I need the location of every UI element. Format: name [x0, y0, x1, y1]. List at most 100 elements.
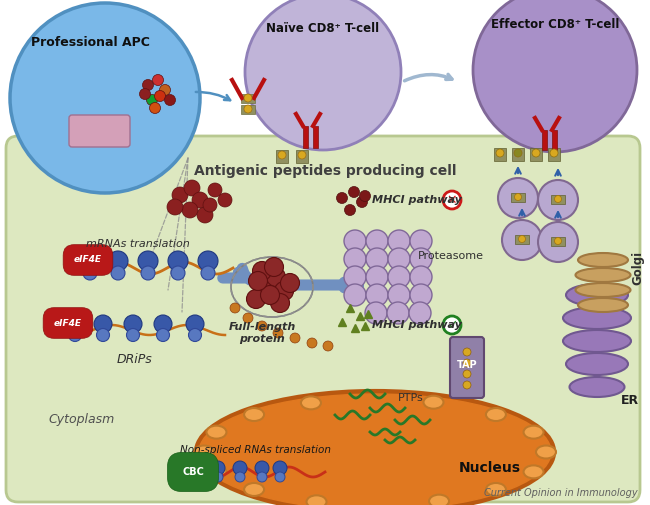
Circle shape	[387, 302, 409, 324]
Ellipse shape	[578, 253, 628, 267]
FancyBboxPatch shape	[69, 115, 130, 147]
Circle shape	[463, 370, 471, 378]
Circle shape	[94, 315, 112, 333]
Text: TAP: TAP	[457, 360, 477, 370]
Circle shape	[244, 94, 252, 102]
Circle shape	[188, 328, 202, 341]
Circle shape	[141, 266, 155, 280]
Ellipse shape	[199, 394, 551, 505]
Text: MHCI pathway: MHCI pathway	[372, 195, 462, 205]
FancyBboxPatch shape	[450, 337, 484, 398]
Bar	[548, 148, 560, 161]
Circle shape	[80, 251, 100, 271]
FancyBboxPatch shape	[6, 136, 640, 502]
Circle shape	[108, 251, 128, 271]
Text: DRiPs: DRiPs	[117, 353, 153, 366]
Circle shape	[388, 248, 410, 270]
Bar	[542, 130, 547, 150]
Circle shape	[208, 183, 222, 197]
Circle shape	[243, 313, 253, 323]
Circle shape	[538, 222, 578, 262]
Ellipse shape	[424, 396, 443, 409]
Ellipse shape	[194, 445, 214, 459]
Text: PTPs: PTPs	[398, 393, 424, 403]
Ellipse shape	[575, 268, 630, 282]
Circle shape	[410, 230, 432, 252]
Circle shape	[182, 202, 198, 218]
Circle shape	[230, 303, 240, 313]
Circle shape	[388, 230, 410, 252]
Circle shape	[290, 333, 300, 343]
Circle shape	[211, 461, 225, 475]
Circle shape	[554, 237, 562, 244]
Circle shape	[257, 321, 267, 331]
Ellipse shape	[486, 408, 506, 421]
Text: CBC: CBC	[182, 467, 204, 477]
Circle shape	[153, 75, 164, 85]
Circle shape	[201, 266, 215, 280]
Circle shape	[275, 472, 285, 482]
Circle shape	[252, 262, 272, 280]
Circle shape	[281, 274, 300, 292]
Circle shape	[323, 341, 333, 351]
Circle shape	[515, 193, 521, 200]
Circle shape	[172, 187, 188, 203]
Circle shape	[365, 302, 387, 324]
Circle shape	[443, 191, 461, 209]
Circle shape	[261, 285, 280, 305]
Circle shape	[252, 276, 272, 294]
Ellipse shape	[566, 353, 628, 375]
Bar	[552, 130, 557, 150]
Text: ✓: ✓	[447, 319, 457, 332]
Circle shape	[140, 88, 151, 99]
Circle shape	[410, 266, 432, 288]
Ellipse shape	[486, 483, 506, 496]
Text: Effector CD8⁺ T-cell: Effector CD8⁺ T-cell	[491, 18, 619, 31]
Ellipse shape	[563, 330, 631, 352]
Bar	[241, 94, 255, 103]
Text: Full-length
protein: Full-length protein	[228, 322, 296, 343]
Circle shape	[266, 268, 285, 286]
Circle shape	[246, 289, 265, 309]
Bar	[511, 193, 525, 202]
Ellipse shape	[566, 284, 628, 306]
Circle shape	[168, 251, 188, 271]
Bar	[515, 235, 529, 244]
Circle shape	[344, 205, 356, 216]
Ellipse shape	[569, 377, 625, 397]
Circle shape	[514, 149, 522, 157]
Bar	[551, 237, 565, 246]
Text: Cytoplasm: Cytoplasm	[48, 414, 114, 427]
Text: ✕: ✕	[447, 193, 457, 207]
Circle shape	[218, 193, 232, 207]
Circle shape	[83, 266, 97, 280]
Circle shape	[463, 359, 471, 367]
Circle shape	[344, 230, 366, 252]
Text: eIF4E: eIF4E	[74, 256, 102, 265]
Circle shape	[155, 90, 166, 102]
Circle shape	[150, 103, 161, 114]
Circle shape	[366, 248, 388, 270]
Text: Proteasome: Proteasome	[418, 251, 484, 261]
Bar	[551, 195, 565, 204]
Text: MHCI pathway: MHCI pathway	[372, 320, 462, 330]
Text: Non-spliced RNAs translation: Non-spliced RNAs translation	[179, 445, 330, 455]
Circle shape	[519, 235, 525, 242]
Ellipse shape	[578, 298, 628, 312]
Text: Nucleus: Nucleus	[459, 461, 521, 475]
Circle shape	[496, 149, 504, 157]
Ellipse shape	[196, 391, 554, 505]
Circle shape	[68, 328, 81, 341]
Circle shape	[273, 328, 283, 338]
Circle shape	[66, 315, 84, 333]
Bar	[241, 105, 255, 114]
Circle shape	[337, 192, 348, 204]
Ellipse shape	[523, 426, 543, 439]
Circle shape	[409, 302, 431, 324]
Circle shape	[111, 266, 125, 280]
Circle shape	[235, 472, 245, 482]
Circle shape	[410, 284, 432, 306]
Circle shape	[532, 149, 540, 157]
Ellipse shape	[536, 445, 556, 459]
Circle shape	[233, 461, 247, 475]
